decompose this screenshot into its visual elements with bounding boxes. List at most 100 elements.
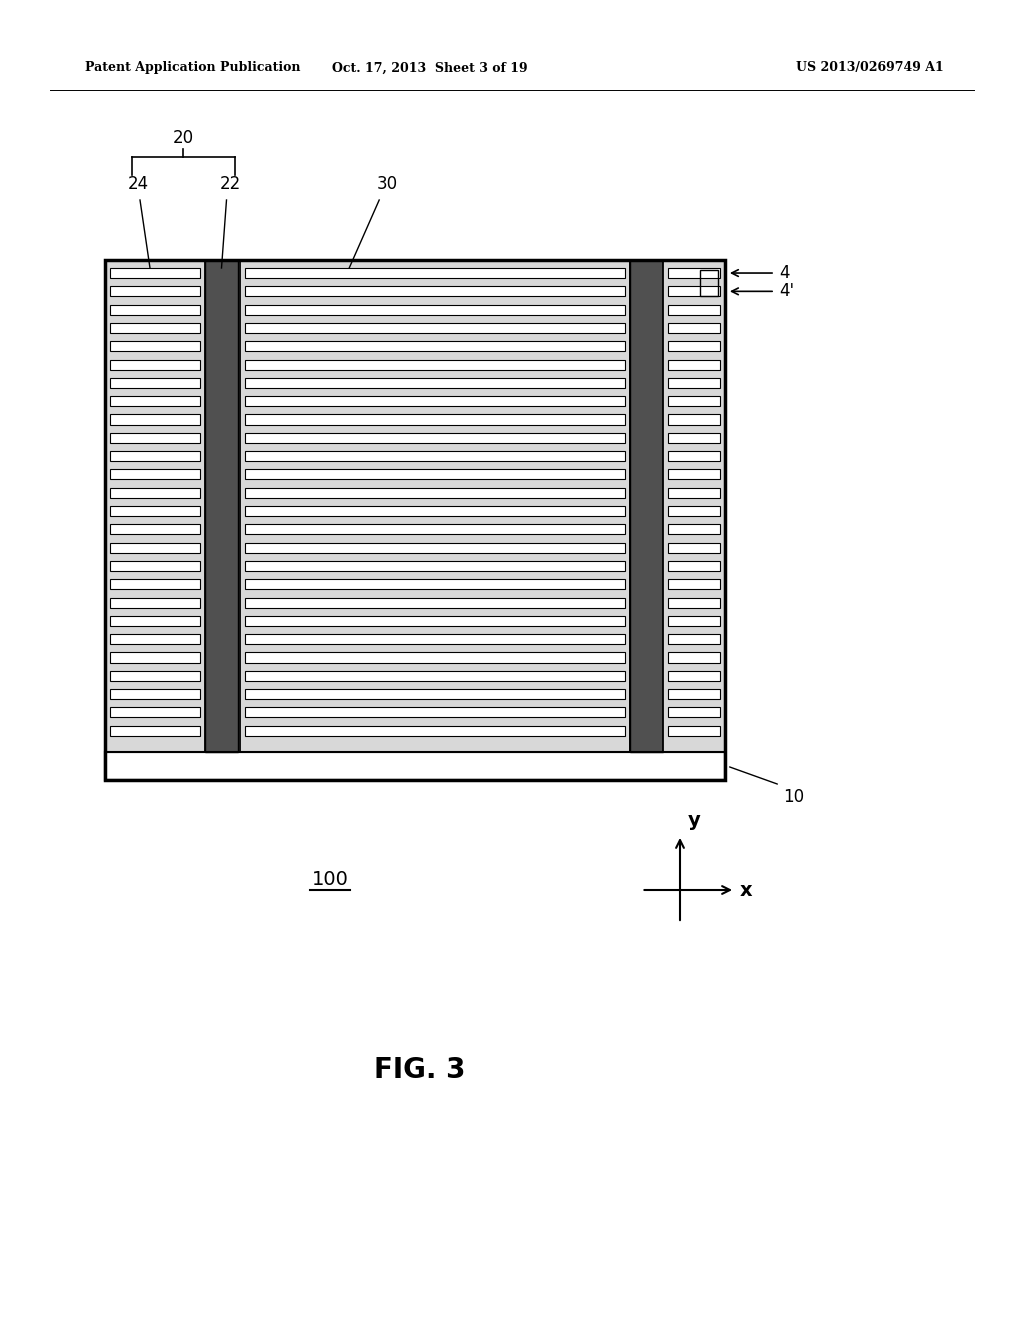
Bar <box>635 470 720 479</box>
Bar <box>110 396 200 407</box>
Bar <box>245 579 625 589</box>
Bar <box>110 634 200 644</box>
Bar <box>110 414 200 425</box>
Bar <box>635 598 720 607</box>
Bar <box>240 260 630 752</box>
Bar <box>635 708 720 718</box>
Bar <box>245 543 625 553</box>
Bar <box>635 543 720 553</box>
Bar <box>105 752 725 780</box>
Bar <box>668 671 720 681</box>
Bar <box>110 506 200 516</box>
Bar <box>245 396 625 407</box>
Bar <box>635 561 720 572</box>
Bar <box>635 451 720 461</box>
Bar <box>110 323 200 333</box>
Bar <box>668 689 720 700</box>
Text: 22: 22 <box>220 176 241 193</box>
Bar <box>245 708 625 718</box>
Bar <box>668 652 720 663</box>
Bar <box>635 726 720 735</box>
Bar <box>245 378 625 388</box>
Bar <box>245 524 625 535</box>
Bar <box>668 561 720 572</box>
Bar <box>105 752 725 780</box>
Bar <box>205 260 238 752</box>
Bar <box>635 579 720 589</box>
Bar <box>635 652 720 663</box>
Bar <box>635 506 720 516</box>
Bar <box>635 616 720 626</box>
Bar <box>635 396 720 407</box>
Bar <box>635 414 720 425</box>
Text: Oct. 17, 2013  Sheet 3 of 19: Oct. 17, 2013 Sheet 3 of 19 <box>332 62 527 74</box>
Text: 30: 30 <box>377 176 397 193</box>
Bar <box>245 671 625 681</box>
Bar <box>245 342 625 351</box>
Bar <box>668 359 720 370</box>
Bar <box>668 598 720 607</box>
Text: x: x <box>740 880 753 899</box>
Bar <box>245 652 625 663</box>
Bar <box>110 524 200 535</box>
Bar <box>663 260 725 752</box>
Bar <box>635 305 720 314</box>
Bar <box>245 286 625 297</box>
Bar <box>245 616 625 626</box>
Bar <box>110 451 200 461</box>
Bar <box>110 708 200 718</box>
Bar <box>245 433 625 442</box>
Bar <box>245 323 625 333</box>
Bar <box>630 260 725 752</box>
Bar <box>668 433 720 442</box>
Text: 20: 20 <box>173 129 194 147</box>
Bar <box>635 524 720 535</box>
Bar <box>105 260 205 752</box>
Bar <box>110 470 200 479</box>
Bar <box>110 378 200 388</box>
Bar <box>668 323 720 333</box>
Bar <box>668 543 720 553</box>
Bar <box>110 342 200 351</box>
Bar <box>110 359 200 370</box>
Bar <box>668 708 720 718</box>
Text: y: y <box>688 810 700 830</box>
Bar <box>110 268 200 279</box>
Bar <box>110 671 200 681</box>
Bar <box>630 260 663 752</box>
Bar <box>668 396 720 407</box>
Text: US 2013/0269749 A1: US 2013/0269749 A1 <box>796 62 944 74</box>
Bar <box>110 652 200 663</box>
Text: 100: 100 <box>311 870 348 888</box>
Bar <box>635 689 720 700</box>
Bar <box>635 634 720 644</box>
Bar <box>668 342 720 351</box>
Bar <box>110 689 200 700</box>
Bar <box>635 671 720 681</box>
Bar <box>668 726 720 735</box>
Bar <box>110 487 200 498</box>
Bar <box>245 268 625 279</box>
Bar <box>245 689 625 700</box>
Bar <box>668 305 720 314</box>
Bar <box>668 579 720 589</box>
Bar <box>245 506 625 516</box>
Bar <box>700 271 718 297</box>
Bar <box>110 305 200 314</box>
Bar <box>245 470 625 479</box>
Bar <box>635 268 720 279</box>
Bar <box>635 487 720 498</box>
Text: Patent Application Publication: Patent Application Publication <box>85 62 300 74</box>
Bar <box>245 487 625 498</box>
Bar <box>245 598 625 607</box>
Text: FIG. 3: FIG. 3 <box>374 1056 466 1084</box>
Bar <box>245 634 625 644</box>
Bar <box>105 260 725 780</box>
Bar <box>105 260 205 752</box>
Bar <box>245 726 625 735</box>
Bar <box>110 433 200 442</box>
Bar <box>635 433 720 442</box>
Bar <box>668 286 720 297</box>
Bar <box>240 260 630 752</box>
Bar <box>110 726 200 735</box>
